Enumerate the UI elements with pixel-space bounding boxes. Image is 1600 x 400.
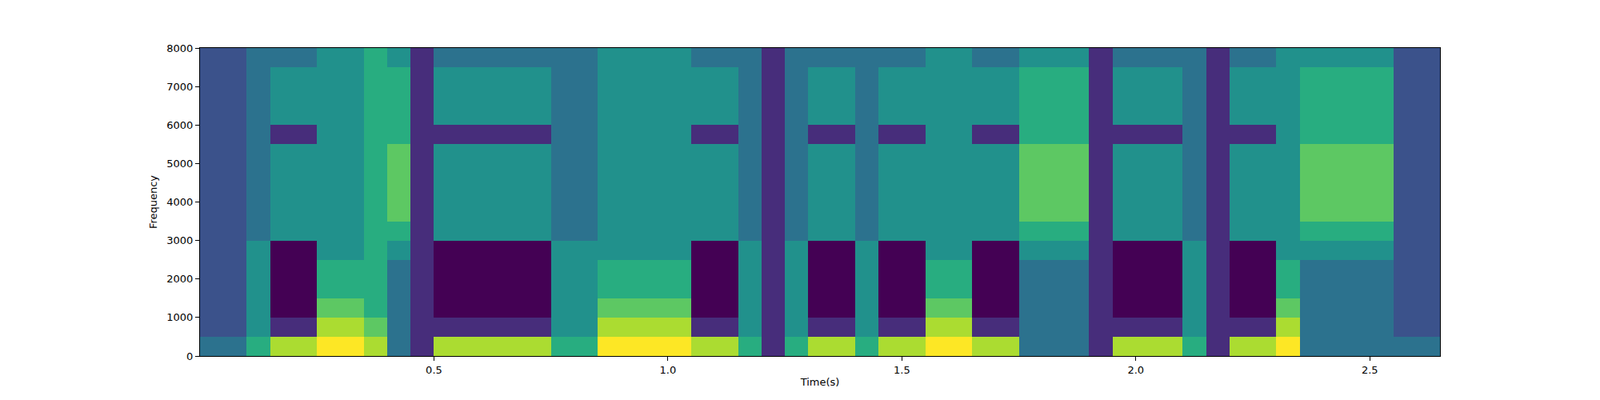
svg-text:1.5: 1.5 <box>893 364 911 376</box>
svg-text:0: 0 <box>186 350 193 363</box>
svg-text:4000: 4000 <box>166 196 193 208</box>
svg-text:1000: 1000 <box>166 311 193 324</box>
svg-text:1.0: 1.0 <box>660 364 677 376</box>
svg-text:0.5: 0.5 <box>425 364 443 376</box>
svg-text:2.0: 2.0 <box>1127 364 1144 376</box>
svg-text:7000: 7000 <box>166 80 193 93</box>
svg-text:6000: 6000 <box>166 119 193 132</box>
svg-text:2000: 2000 <box>166 272 193 285</box>
svg-text:Time(s): Time(s) <box>800 376 840 388</box>
svg-text:3000: 3000 <box>166 234 193 247</box>
svg-text:2.5: 2.5 <box>1361 364 1379 376</box>
svg-text:8000: 8000 <box>166 42 193 55</box>
svg-text:Frequency: Frequency <box>147 175 160 229</box>
svg-text:5000: 5000 <box>166 157 193 170</box>
